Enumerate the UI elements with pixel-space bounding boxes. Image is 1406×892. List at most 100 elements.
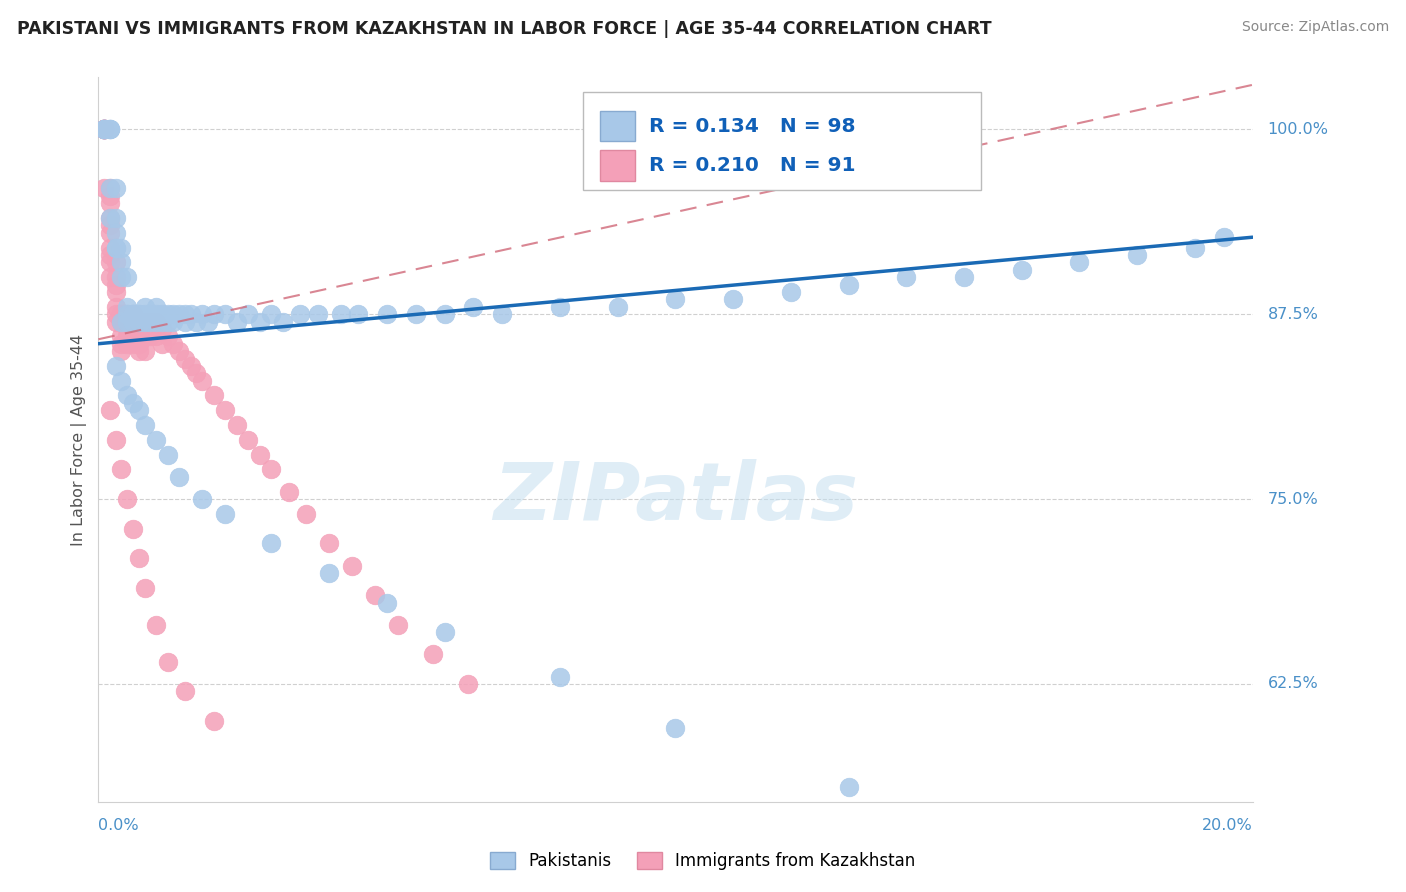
Point [156, 314, 179, 328]
Point [1212, 230, 1234, 244]
Point [134, 344, 156, 359]
Point [318, 536, 340, 550]
Point [122, 307, 145, 321]
Point [104, 359, 127, 373]
Point [134, 581, 156, 595]
Point [104, 241, 127, 255]
Point [260, 307, 283, 321]
Point [115, 314, 138, 328]
Point [122, 307, 145, 321]
Point [896, 270, 918, 285]
Text: PAKISTANI VS IMMIGRANTS FROM KAZAKHSTAN IN LABOR FORCE | AGE 35-44 CORRELATION C: PAKISTANI VS IMMIGRANTS FROM KAZAKHSTAN … [17, 20, 991, 37]
Point [93, 122, 115, 136]
Point [110, 270, 132, 285]
Point [174, 314, 197, 328]
Point [93, 122, 115, 136]
Point [238, 433, 260, 447]
Point [139, 314, 162, 328]
Point [93, 122, 115, 136]
Point [104, 300, 127, 314]
Point [98, 181, 121, 195]
Point [128, 314, 150, 328]
Point [122, 336, 145, 351]
Point [98, 226, 121, 240]
Point [104, 241, 127, 255]
Point [174, 351, 197, 366]
Point [162, 307, 184, 321]
Point [721, 293, 744, 307]
Point [115, 307, 138, 321]
Point [93, 122, 115, 136]
Point [606, 300, 628, 314]
Point [664, 293, 686, 307]
Point [364, 588, 387, 602]
Legend: Pakistanis, Immigrants from Kazakhstan: Pakistanis, Immigrants from Kazakhstan [484, 845, 922, 877]
Point [104, 307, 127, 321]
Point [139, 307, 162, 321]
Point [98, 122, 121, 136]
Point [110, 307, 132, 321]
Point [347, 307, 370, 321]
Point [98, 270, 121, 285]
Point [110, 329, 132, 343]
Point [110, 344, 132, 359]
Point [122, 396, 145, 410]
Point [98, 248, 121, 262]
Text: 20.0%: 20.0% [1202, 818, 1253, 833]
Point [838, 780, 860, 795]
Point [93, 122, 115, 136]
Point [191, 307, 214, 321]
Point [115, 336, 138, 351]
Point [110, 336, 132, 351]
Point [329, 307, 352, 321]
Point [491, 307, 513, 321]
Point [174, 307, 197, 321]
Point [110, 241, 132, 255]
Text: 87.5%: 87.5% [1268, 307, 1319, 322]
Point [115, 329, 138, 343]
Point [548, 669, 571, 683]
Point [1069, 255, 1091, 269]
Point [145, 314, 167, 328]
Point [134, 314, 156, 328]
FancyBboxPatch shape [600, 111, 636, 142]
Point [110, 255, 132, 269]
Text: 0.0%: 0.0% [98, 818, 139, 833]
Point [139, 329, 162, 343]
Point [433, 307, 456, 321]
Point [128, 403, 150, 417]
Point [128, 336, 150, 351]
Point [145, 307, 167, 321]
FancyBboxPatch shape [600, 150, 636, 180]
Point [145, 314, 167, 328]
Point [93, 122, 115, 136]
Point [128, 322, 150, 336]
Point [249, 314, 271, 328]
Point [214, 507, 236, 521]
Point [104, 285, 127, 299]
Point [318, 566, 340, 580]
Text: R = 0.134   N = 98: R = 0.134 N = 98 [650, 117, 855, 136]
Point [128, 314, 150, 328]
Point [104, 181, 127, 195]
Point [104, 277, 127, 292]
Point [191, 491, 214, 506]
Point [180, 359, 202, 373]
Point [433, 625, 456, 640]
Point [93, 122, 115, 136]
Point [167, 307, 190, 321]
Point [98, 211, 121, 225]
Point [664, 722, 686, 736]
Point [953, 270, 976, 285]
Point [110, 314, 132, 328]
Point [128, 551, 150, 566]
Point [225, 314, 247, 328]
Point [104, 314, 127, 328]
Point [93, 122, 115, 136]
Point [405, 307, 427, 321]
Point [93, 122, 115, 136]
Point [145, 329, 167, 343]
Text: 75.0%: 75.0% [1268, 491, 1319, 507]
Point [93, 122, 115, 136]
Point [98, 403, 121, 417]
